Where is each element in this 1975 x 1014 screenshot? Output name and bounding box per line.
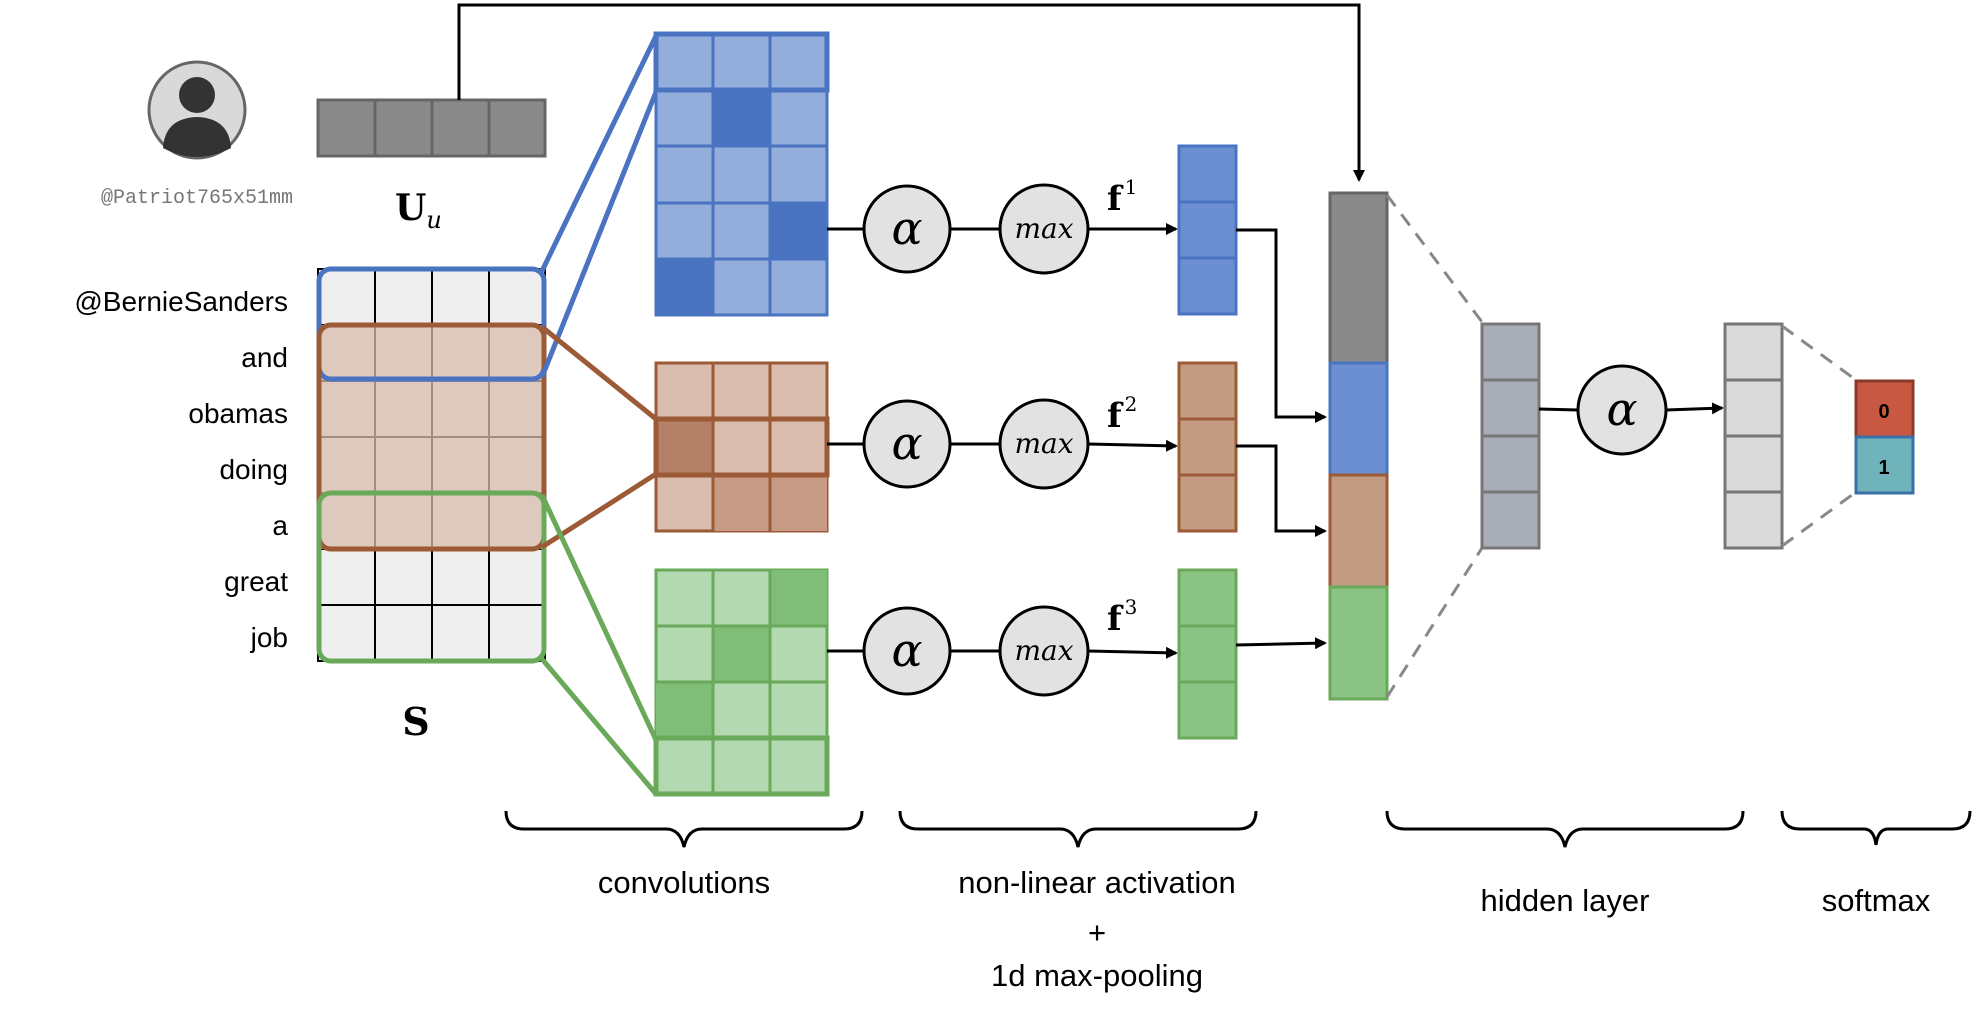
svg-text:α: α (891, 416, 922, 470)
token: doing (219, 454, 288, 485)
filter-connectors (539, 34, 659, 796)
hidden-to-alpha-line (1538, 407, 1579, 412)
stage-labels: convolutions non-linear activation + 1d … (598, 865, 1931, 993)
concat-arrows (1235, 228, 1327, 650)
user-skip-connection (457, 3, 1365, 182)
feature-map-2 (653, 361, 830, 533)
user-vector (316, 98, 547, 158)
softmax-projection (1781, 324, 1857, 548)
hidden-projection (1385, 194, 1484, 698)
svg-text:max: max (1014, 427, 1073, 460)
brace-convolutions (504, 810, 864, 848)
pooled-vector-1 (1177, 144, 1238, 316)
brace-activation (898, 810, 1258, 848)
pooled-vector-3 (1177, 568, 1238, 740)
token: and (241, 342, 288, 373)
token: job (250, 622, 288, 653)
svg-text:max: max (1014, 212, 1073, 245)
label-hidden-layer: hidden layer (1481, 883, 1650, 918)
svg-text:1: 1 (1878, 457, 1889, 479)
braces (504, 810, 1972, 848)
token: obamas (188, 398, 288, 429)
alpha-label-hidden: α (1606, 382, 1637, 436)
hidden-layer-vector (1480, 322, 1541, 550)
token: great (224, 566, 288, 597)
svg-text:α: α (891, 201, 922, 255)
svg-text:0: 0 (1878, 401, 1889, 423)
label-activation-3: 1d max-pooling (991, 958, 1203, 993)
user-vector-label: Uu (395, 187, 442, 234)
softmax-output-0: 0 (1854, 379, 1915, 439)
user-handle: @Patriot765x51mm (101, 187, 293, 210)
concatenated-vector (1328, 191, 1389, 701)
svg-text:α: α (891, 623, 922, 677)
token-list: @BernieSanders and obamas doing a great … (74, 286, 288, 653)
feature-map-1 (653, 31, 830, 317)
brace-softmax (1780, 810, 1972, 846)
token: @BernieSanders (74, 286, 288, 317)
label-activation-1: non-linear activation (958, 865, 1235, 900)
brace-hidden (1385, 810, 1745, 848)
label-activation-2: + (1088, 915, 1106, 950)
output-layer-vector (1723, 322, 1784, 550)
user-avatar-icon (147, 60, 247, 160)
pooled-vector-2 (1177, 361, 1238, 533)
token: a (272, 510, 288, 541)
sentence-matrix-label: S (402, 699, 429, 744)
feature-map-3 (653, 568, 830, 797)
alpha-to-output-arrow (1665, 402, 1724, 415)
label-convolutions: convolutions (598, 865, 770, 900)
label-softmax: softmax (1822, 883, 1931, 918)
sentence-matrix (316, 266, 547, 664)
softmax-output-1: 1 (1854, 435, 1915, 495)
svg-text:max: max (1014, 634, 1073, 667)
